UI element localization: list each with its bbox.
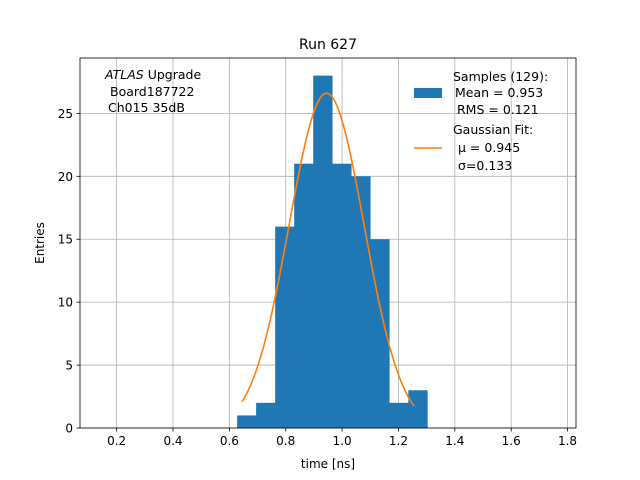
y-tick-label: 20 [58,170,73,184]
legend-histogram-swatch [414,88,442,98]
histogram-bar [389,402,409,428]
legend: Samples (129): Mean = 0.953 RMS = 0.121 … [414,69,548,173]
x-tick-label: 0.8 [276,434,295,448]
x-tick-label: 1.6 [502,434,521,448]
histogram-bars [237,75,428,428]
x-tick-label: 1.8 [558,434,577,448]
histogram-bar [294,163,314,428]
histogram-bar [332,163,352,428]
legend-rms: RMS = 0.121 [457,102,539,117]
y-tick-label: 25 [58,107,73,121]
legend-histogram-label: Samples (129): [453,69,548,84]
x-axis-label: time [ns] [301,457,355,471]
x-tick-label: 1.2 [389,434,408,448]
chart-title: Run 627 [299,37,357,53]
histogram-bar [256,402,276,428]
legend-fit-label: Gaussian Fit: [453,122,533,137]
legend-mean: Mean = 0.953 [455,85,543,100]
board-label: Board187722 [110,84,194,99]
histogram-bar [237,415,257,428]
y-tick-label: 15 [58,233,73,247]
x-tick-label: 0.2 [107,434,126,448]
histogram-bar [351,176,371,428]
atlas-label: ATLAS Upgrade [104,67,201,82]
y-tick-label: 10 [58,296,73,310]
y-tick-label: 5 [65,359,73,373]
gaussian-fit-curve [241,92,415,407]
legend-sigma: σ=0.133 [458,158,512,173]
legend-mu: μ = 0.945 [458,140,520,155]
histogram-bar [275,226,295,428]
histogram-bar [408,390,428,428]
y-axis-label: Entries [33,222,47,264]
x-tick-label: 0.6 [220,434,239,448]
y-tick-label: 0 [65,422,73,436]
y-axis-ticks: 0 5 10 15 20 25 [58,107,80,436]
channel-label: Ch015 35dB [108,100,185,115]
histogram-bar [313,75,333,428]
x-tick-label: 1.0 [333,434,352,448]
x-tick-label: 1.4 [445,434,464,448]
plot-frame [79,57,577,429]
x-axis-ticks: 0.2 0.4 0.6 0.8 1.0 1.2 1.4 1.6 1.8 [107,428,577,448]
x-tick-label: 0.4 [163,434,182,448]
